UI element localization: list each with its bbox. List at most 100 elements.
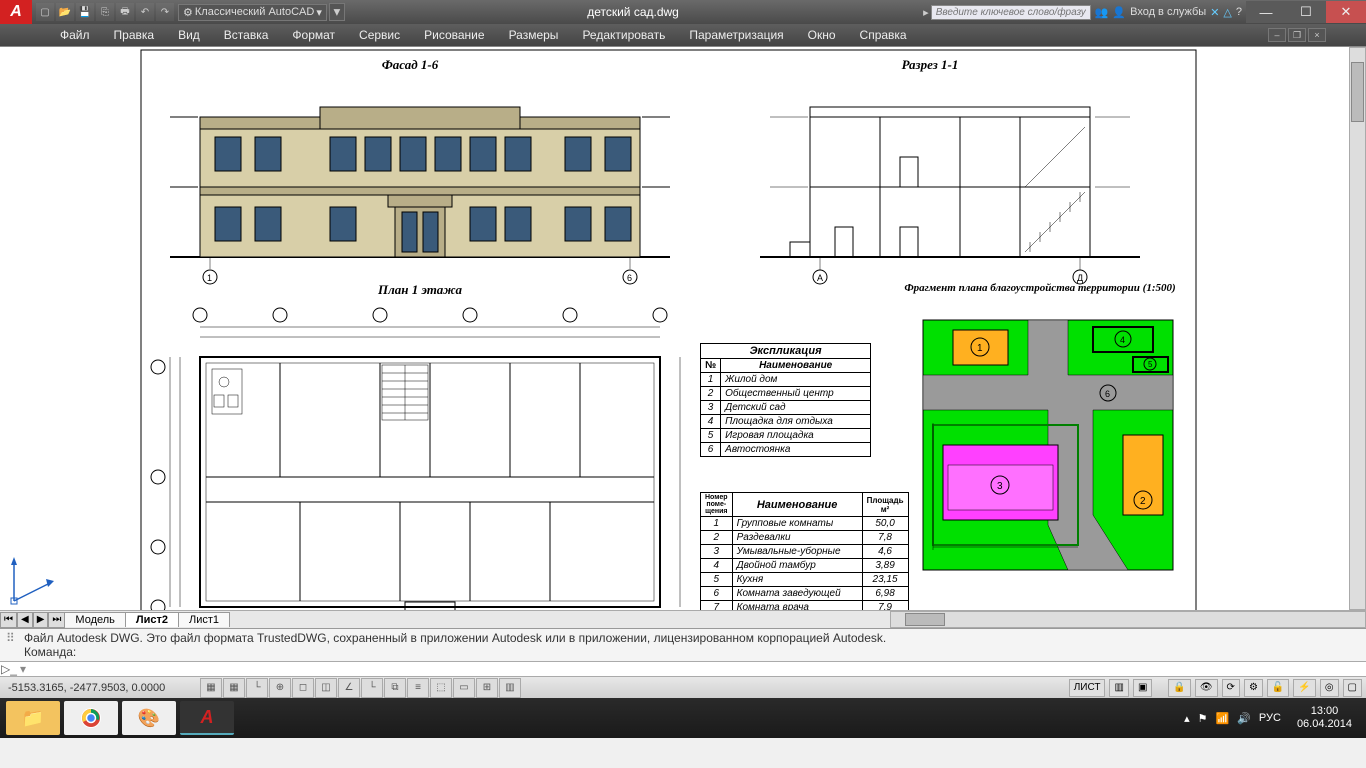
command-area: ⠿ Файл Autodesk DWG. Это файл формата Tr… [0, 628, 1366, 676]
menu-edit[interactable]: Правка [104, 26, 165, 44]
tab-prev-button[interactable]: ◀ [17, 612, 33, 628]
3dosnap-toggle[interactable]: ◫ [315, 678, 337, 698]
taskbar-explorer-icon[interactable]: 📁 [6, 701, 60, 735]
infocenter-icon[interactable]: 👥 [1095, 6, 1109, 19]
menu-file[interactable]: Файл [50, 26, 100, 44]
snap-toggle[interactable]: ▦ [200, 678, 222, 698]
toolbar-lock-icon[interactable]: 🔓 [1267, 679, 1289, 697]
signin-label[interactable]: Вход в службы [1130, 6, 1206, 18]
menu-draw[interactable]: Рисование [414, 26, 494, 44]
close-button[interactable]: ✕ [1326, 1, 1366, 23]
taskbar-paint-icon[interactable]: 🎨 [122, 701, 176, 735]
grid-toggle[interactable]: ▦ [223, 678, 245, 698]
menu-window[interactable]: Окно [798, 26, 846, 44]
rooms-table: Номерпоме-щения Наименование Площадьм² 1… [700, 492, 909, 615]
tab-last-button[interactable]: ⏭ [48, 612, 65, 628]
qat-saveas-icon[interactable]: ⎘ [96, 3, 114, 21]
ortho-toggle[interactable]: └ [246, 678, 268, 698]
floorplan-drawing [150, 307, 710, 628]
menu-dimension[interactable]: Размеры [499, 26, 569, 44]
polar-toggle[interactable]: ⊕ [269, 678, 291, 698]
tab-next-button[interactable]: ▶ [33, 612, 49, 628]
layout-max-icon[interactable]: ▣ [1133, 679, 1152, 697]
cmd-dropdown-icon[interactable]: ▾ [18, 662, 28, 676]
workspace-switch-icon[interactable]: ⚙ [1244, 679, 1263, 697]
taskbar-autocad-icon[interactable]: A [180, 701, 234, 735]
doc-restore-button[interactable]: ❐ [1288, 28, 1306, 42]
app-menu-button[interactable]: A [0, 0, 32, 24]
tab-first-button[interactable]: ⏮ [0, 612, 17, 628]
tray-lang[interactable]: РУС [1259, 712, 1281, 724]
cmd-history-line1: Файл Autodesk DWG. Это файл формата Trus… [24, 631, 886, 645]
tab-sheet1[interactable]: Лист1 [178, 612, 230, 627]
menu-help[interactable]: Справка [850, 26, 917, 44]
section-title: Разрез 1-1 [870, 57, 990, 73]
qat-new-icon[interactable]: ▢ [36, 3, 54, 21]
tray-clock[interactable]: 13:00 06.04.2014 [1289, 705, 1360, 731]
coordinates-readout[interactable]: -5153.3165, -2477.9503, 0.0000 [0, 682, 200, 694]
cmd-grip-icon[interactable]: ⠿ [6, 631, 20, 645]
qat-plot-icon[interactable]: 🖶 [116, 3, 134, 21]
facade-title: Фасад 1-6 [350, 57, 470, 73]
cmd-prompt-icon[interactable]: ▷_ [0, 662, 18, 676]
help-search-input[interactable] [931, 5, 1091, 20]
am-toggle[interactable]: ▥ [499, 678, 521, 698]
dyn-toggle[interactable]: ⧉ [384, 678, 406, 698]
menu-parametric[interactable]: Параметризация [679, 26, 793, 44]
annoscale-icon[interactable]: 🔒 [1168, 679, 1190, 697]
exchange-icon[interactable]: ✕ [1210, 6, 1219, 19]
sc-toggle[interactable]: ⊞ [476, 678, 498, 698]
command-history[interactable]: ⠿ Файл Autodesk DWG. Это файл формата Tr… [0, 629, 1366, 661]
qat-redo-icon[interactable]: ↷ [156, 3, 174, 21]
workspace-dropdown[interactable]: ⚙ Классический AutoCAD ▾ [178, 4, 327, 21]
qat-more-icon[interactable]: ▾ [329, 3, 345, 21]
isolate-icon[interactable]: ◎ [1320, 679, 1339, 697]
horizontal-scrollbar[interactable] [890, 611, 1366, 628]
explication-table: Экспликация №Наименование 1Жилой дом2Общ… [700, 343, 871, 457]
tab-sheet2[interactable]: Лист2 [125, 612, 179, 627]
tray-up-icon[interactable]: ▴ [1184, 712, 1190, 725]
svg-text:5: 5 [1148, 360, 1153, 369]
doc-close-button[interactable]: × [1308, 28, 1326, 42]
osnap-toggle[interactable]: ◻ [292, 678, 314, 698]
a360-icon[interactable]: △ [1223, 6, 1231, 19]
cleanscreen-icon[interactable]: ▢ [1343, 679, 1362, 697]
layout-tabs: ⏮ ◀ ▶ ⏭ Модель Лист2 Лист1 [0, 610, 1366, 628]
maximize-button[interactable]: ☐ [1286, 1, 1326, 23]
drafting-toggles: ▦ ▦ └ ⊕ ◻ ◫ ∠ └ ⧉ ≡ ⬚ ▭ ⊞ ▥ [200, 678, 521, 698]
tray-volume-icon[interactable]: 🔊 [1237, 712, 1251, 725]
statusbar: -5153.3165, -2477.9503, 0.0000 ▦ ▦ └ ⊕ ◻… [0, 676, 1366, 698]
doc-minimize-button[interactable]: – [1268, 28, 1286, 42]
menu-format[interactable]: Формат [282, 26, 345, 44]
otrack-toggle[interactable]: ∠ [338, 678, 360, 698]
qat-open-icon[interactable]: 📂 [56, 3, 74, 21]
tpy-toggle[interactable]: ⬚ [430, 678, 452, 698]
drawing-area[interactable]: Фасад 1-6 Разрез 1-1 План 1 этажа Фрагме… [0, 46, 1366, 628]
annoauto-icon[interactable]: ⟳ [1222, 679, 1240, 697]
qat-save-icon[interactable]: 💾 [76, 3, 94, 21]
tab-model[interactable]: Модель [64, 612, 125, 627]
lwt-toggle[interactable]: ≡ [407, 678, 429, 698]
facade-drawing: 1 6 [170, 77, 690, 287]
model-paper-toggle[interactable]: ЛИСТ [1069, 679, 1106, 697]
vertical-scrollbar[interactable] [1349, 47, 1366, 610]
qp-toggle[interactable]: ▭ [453, 678, 475, 698]
help-icon[interactable]: ? [1236, 6, 1242, 18]
signin-icon[interactable]: 👤 [1112, 6, 1126, 19]
cmd-history-line2: Команда: [24, 645, 886, 659]
menu-modify[interactable]: Редактировать [572, 26, 675, 44]
tray-network-icon[interactable]: 📶 [1216, 712, 1230, 725]
menu-tools[interactable]: Сервис [349, 26, 410, 44]
hardware-accel-icon[interactable]: ⚡ [1293, 679, 1315, 697]
menu-view[interactable]: Вид [168, 26, 210, 44]
tray-flag-icon[interactable]: ⚑ [1198, 712, 1208, 725]
minimize-button[interactable]: — [1246, 1, 1286, 23]
layout-quick-icon[interactable]: ▥ [1109, 679, 1128, 697]
command-input[interactable] [28, 662, 1366, 676]
ducs-toggle[interactable]: └ [361, 678, 383, 698]
qat-undo-icon[interactable]: ↶ [136, 3, 154, 21]
menu-insert[interactable]: Вставка [214, 26, 279, 44]
annovisible-icon[interactable]: 👁 [1195, 679, 1218, 697]
svg-text:Д: Д [1077, 273, 1083, 283]
taskbar-chrome-icon[interactable] [64, 701, 118, 735]
